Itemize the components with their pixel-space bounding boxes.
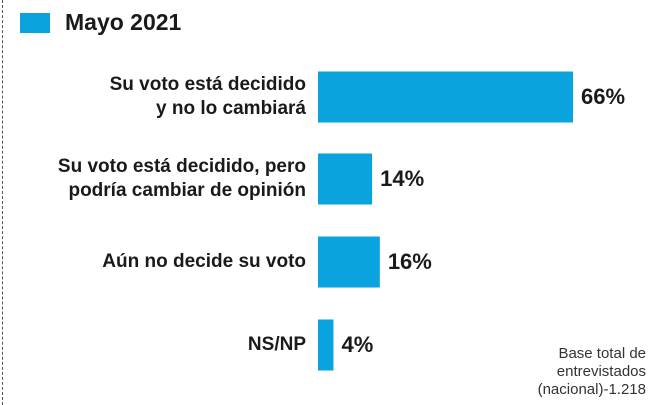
bar [318,71,574,123]
legend-swatch [20,13,50,33]
bar [318,153,373,205]
bar [318,319,334,371]
legend-label: Mayo 2021 [65,9,182,35]
bar [318,236,380,288]
value-label: 14% [380,166,425,191]
category-label: Su voto está decidido, pero podría cambi… [57,156,306,201]
category-label: Aún no decide su voto [102,251,306,272]
frame-border [2,0,3,405]
value-label: 4% [341,332,374,357]
category-label: Su voto está decidido y no lo cambiará [109,74,306,119]
note: Base total de entrevistados (nacional)-1… [537,345,646,398]
category-label: NS/NP [247,334,306,355]
value-label: 66% [581,84,626,109]
value-label: 16% [387,249,432,274]
